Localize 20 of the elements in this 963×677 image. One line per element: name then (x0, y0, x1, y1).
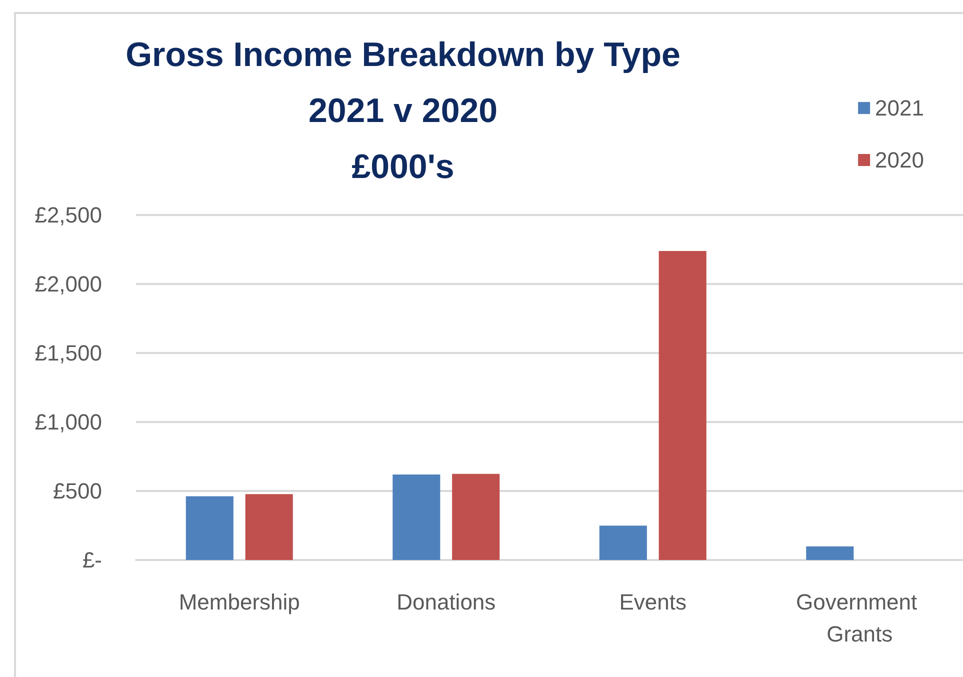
chart-title: Gross Income Breakdown by Type 2021 v 2020 £000's (126, 36, 680, 186)
x-tick-label: Government Grants (796, 590, 924, 646)
y-tick-label: £500 (53, 478, 102, 504)
bar (599, 526, 647, 560)
legend-label: 2021 (875, 96, 924, 120)
bar (245, 494, 293, 560)
y-tick-label: £- (82, 548, 102, 572)
x-tick-label: Donations (396, 590, 496, 614)
bar (658, 251, 706, 560)
x-tick-label: Membership (178, 590, 300, 614)
y-tick-label: £2,500 (34, 202, 102, 228)
bar (392, 474, 440, 560)
y-tick-label: £1,000 (34, 410, 102, 434)
y-tick-label: £1,500 (34, 340, 102, 366)
x-tick-label: Events (619, 590, 687, 614)
bar (452, 474, 500, 560)
legend-label: 2020 (875, 148, 924, 172)
y-tick-label: £2,000 (34, 272, 102, 296)
bar (186, 496, 234, 560)
bar (806, 546, 854, 560)
